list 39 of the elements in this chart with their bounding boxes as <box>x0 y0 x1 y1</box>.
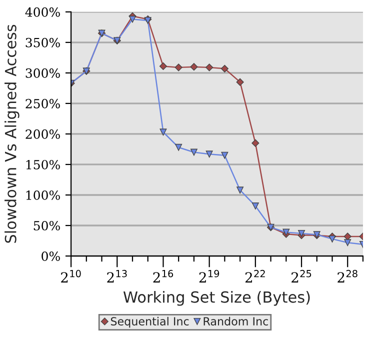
y-tick-label: 0% <box>42 251 60 261</box>
point <box>328 235 336 242</box>
point <box>160 128 167 136</box>
point <box>159 62 168 70</box>
x-tick-label: 2$^{25}$ <box>292 270 312 282</box>
point <box>221 152 228 159</box>
point <box>175 144 182 151</box>
point <box>344 239 352 246</box>
point <box>236 78 244 86</box>
point <box>236 186 244 194</box>
point <box>206 64 214 72</box>
y-tick-label: 100% <box>26 190 60 200</box>
point <box>344 232 352 240</box>
x-tick-label: 2$^{10}$ <box>61 270 81 282</box>
point <box>220 64 228 72</box>
y-tick-label: 200% <box>26 129 60 139</box>
x-tick-label: 2$^{13}$ <box>107 270 127 282</box>
y-tick-label: 350% <box>26 38 60 48</box>
point <box>174 64 182 72</box>
y-tick-label: 250% <box>26 98 60 108</box>
point <box>206 150 213 158</box>
point <box>298 230 305 237</box>
x-tick-label: 2$^{22}$ <box>245 270 265 282</box>
point <box>252 202 259 210</box>
legend-label: Random Inc <box>204 316 268 326</box>
point <box>190 63 198 71</box>
y-tick-label: 300% <box>26 68 60 78</box>
x-tick-label: 2$^{16}$ <box>153 270 174 282</box>
point <box>252 139 260 147</box>
legend-label: Sequential Inc <box>110 316 189 328</box>
x-axis-title: Working Set Size (Bytes) <box>123 290 310 306</box>
point <box>190 148 198 156</box>
point <box>129 16 136 23</box>
y-tick-label: 150% <box>26 160 60 170</box>
y-axis-title: Slowdown Vs Aligned Access <box>4 24 20 243</box>
x-tick-label: 2$^{19}$ <box>199 270 220 282</box>
y-tick-label: 400% <box>25 7 60 17</box>
y-tick-label: 50% <box>34 220 60 230</box>
x-tick-label: 2$^{28}$ <box>338 270 358 282</box>
